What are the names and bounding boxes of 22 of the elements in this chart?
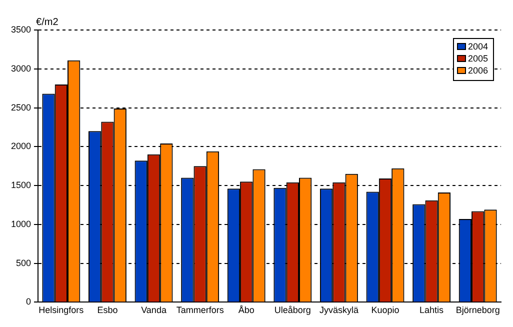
x-tick-label: Björneborg <box>456 305 500 316</box>
x-tick-label: Tammerfors <box>176 305 224 316</box>
y-tick-label: 1500 <box>10 180 32 190</box>
y-tick-label: 2500 <box>10 102 32 112</box>
y-tick-label: 2000 <box>10 141 32 152</box>
y-tick-label: 3000 <box>10 63 32 74</box>
y-tick-label: 0 <box>26 296 32 307</box>
x-tick-label: Vanda <box>141 305 166 316</box>
x-tick-label: Åbo <box>238 305 254 316</box>
x-tick-label: Uleåborg <box>274 305 311 316</box>
y-axis-title: €/m2 <box>36 16 59 28</box>
x-tick-label: Esbo <box>97 305 118 316</box>
x-tick-label: Kuopio <box>371 305 400 316</box>
y-tick-label: 1000 <box>10 218 32 229</box>
x-tick-label: Helsingfors <box>38 305 84 316</box>
legend-label: 2004 <box>468 41 488 52</box>
legend-label: 2005 <box>468 53 488 64</box>
x-tick-label: Lahtis <box>420 305 444 316</box>
x-tick-label: Jyväskylä <box>319 305 358 316</box>
legend-label: 2006 <box>468 65 488 76</box>
y-tick-label: 3500 <box>10 24 32 34</box>
y-tick-label: 500 <box>16 258 32 268</box>
